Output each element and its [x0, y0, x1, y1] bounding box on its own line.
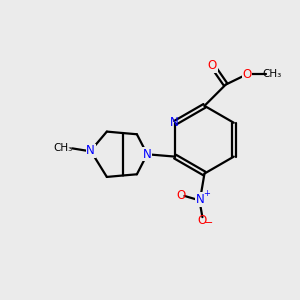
Text: +: + [203, 189, 210, 198]
Text: O: O [176, 189, 185, 203]
Text: N: N [170, 116, 179, 129]
Text: O: O [208, 59, 217, 72]
Text: N: N [143, 148, 152, 161]
Text: N: N [196, 193, 204, 206]
Text: N: N [86, 144, 95, 157]
Text: O: O [242, 68, 251, 81]
Text: CH₃: CH₃ [53, 143, 73, 153]
Text: −: − [204, 218, 214, 228]
Text: CH₃: CH₃ [262, 69, 281, 79]
Text: O: O [198, 214, 207, 227]
